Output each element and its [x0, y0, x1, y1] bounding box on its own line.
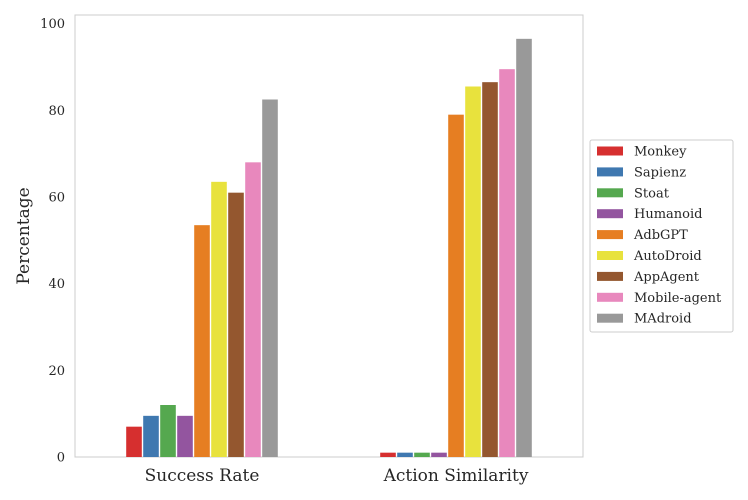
x-tick-label: Success Rate — [145, 466, 260, 486]
y-tick-label: 60 — [48, 191, 65, 206]
bar-madroid-success-rate — [262, 99, 278, 457]
bar-appagent-action-similarity — [482, 82, 498, 458]
legend-swatch — [597, 313, 623, 323]
bars-group — [126, 38, 532, 458]
bar-sapienz-action-similarity — [397, 452, 413, 457]
bar-mobile-agent-success-rate — [245, 162, 261, 457]
legend-label: Monkey — [634, 145, 687, 160]
bar-monkey-action-similarity — [380, 452, 396, 457]
legend-label: Stoat — [634, 186, 670, 201]
x-ticks: Success Rate Action Similarity — [145, 466, 529, 486]
legend-label: Mobile-agent — [634, 291, 722, 306]
bar-madroid-action-similarity — [516, 38, 532, 457]
legend-label: Sapienz — [634, 165, 686, 180]
legend-swatch — [597, 188, 623, 198]
y-tick-label: 80 — [48, 104, 65, 119]
legend-items: Monkey Sapienz Stoat Humanoid AdbGPT AutoDroi… — [597, 145, 722, 327]
bar-adbgpt-action-similarity — [448, 114, 464, 458]
plot-frame — [74, 14, 584, 458]
legend-label: AppAgent — [633, 270, 700, 285]
bar-autodroid-success-rate — [211, 181, 227, 457]
bar-autodroid-action-similarity — [465, 86, 481, 457]
bar-stoat-success-rate — [160, 405, 176, 457]
legend-frame — [589, 139, 734, 333]
legend-label: Humanoid — [634, 207, 702, 222]
bar-humanoid-success-rate — [177, 415, 193, 457]
legend-label: AutoDroid — [633, 249, 702, 264]
legend-swatch — [597, 251, 623, 260]
y-tick-label: 100 — [40, 17, 65, 32]
y-axis-label: Percentage — [14, 187, 34, 284]
legend-label: AdbGPT — [633, 228, 688, 243]
bar-adbgpt-success-rate — [194, 225, 210, 457]
bar-mobile-agent-action-similarity — [499, 69, 515, 458]
y-ticks: 0 20 40 60 80 100 — [40, 17, 65, 465]
y-tick-label: 40 — [48, 277, 65, 292]
y-tick-label: 0 — [57, 451, 65, 466]
bar-humanoid-action-similarity — [431, 452, 447, 457]
legend-swatch — [597, 146, 623, 156]
legend-swatch — [597, 167, 623, 177]
bar-sapienz-success-rate — [143, 415, 159, 457]
legend-swatch — [597, 292, 623, 302]
bar-stoat-action-similarity — [414, 452, 430, 457]
legend-swatch — [597, 271, 623, 281]
legend-swatch — [597, 209, 623, 219]
legend-swatch — [597, 230, 623, 240]
y-tick-label: 20 — [48, 364, 65, 379]
bar-appagent-success-rate — [228, 192, 244, 458]
legend: Monkey Sapienz Stoat Humanoid AdbGPT AutoDroi… — [589, 139, 734, 333]
legend-label: MAdroid — [634, 312, 692, 327]
x-tick-label: Action Similarity — [383, 466, 529, 486]
bar-monkey-success-rate — [126, 426, 142, 457]
